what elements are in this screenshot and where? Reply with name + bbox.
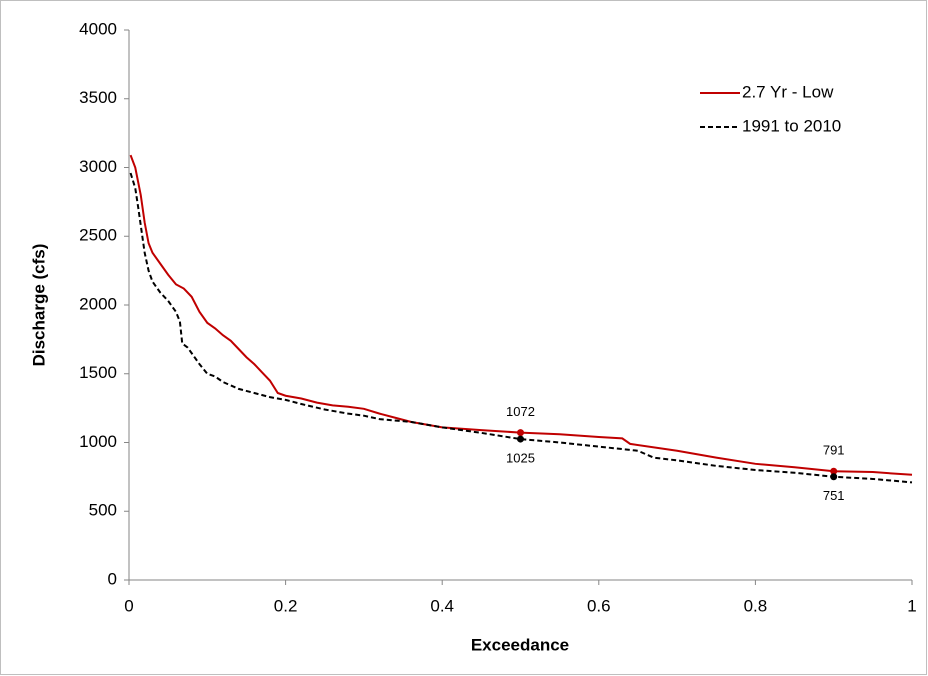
y-tick-label: 2500 — [79, 226, 117, 245]
x-tick-label: 0.6 — [587, 596, 611, 615]
y-tick-label: 4000 — [79, 19, 117, 38]
highlight-point — [517, 429, 524, 437]
x-tick-label: 1 — [907, 596, 916, 615]
y-tick-label: 3000 — [79, 157, 117, 176]
highlight-point — [830, 473, 838, 481]
series-line — [129, 154, 913, 476]
highlight-point — [517, 435, 524, 443]
highlight-point — [830, 467, 838, 475]
x-tick-label: 0.2 — [274, 596, 298, 615]
x-axis-title: Exceedance — [471, 635, 569, 654]
point-label: 1025 — [506, 451, 535, 466]
y-tick-label: 1500 — [79, 363, 117, 382]
x-tick-label: 0.8 — [744, 596, 768, 615]
point-label: 1072 — [506, 404, 535, 419]
y-tick-label: 2000 — [79, 294, 117, 313]
x-tick-label: 0 — [124, 596, 133, 615]
legend-label: 2.7 Yr - Low — [742, 82, 834, 101]
point-label: 751 — [823, 488, 845, 503]
y-tick-label: 0 — [108, 569, 117, 588]
point-label: 791 — [823, 443, 845, 458]
y-tick-label: 1000 — [79, 432, 117, 451]
y-axis-title: Discharge (cfs) — [29, 244, 48, 367]
y-tick-label: 3500 — [79, 88, 117, 107]
x-tick-label: 0.4 — [430, 596, 454, 615]
series-line — [129, 172, 913, 484]
y-tick-label: 500 — [89, 501, 117, 520]
legend-label: 1991 to 2010 — [742, 116, 841, 135]
